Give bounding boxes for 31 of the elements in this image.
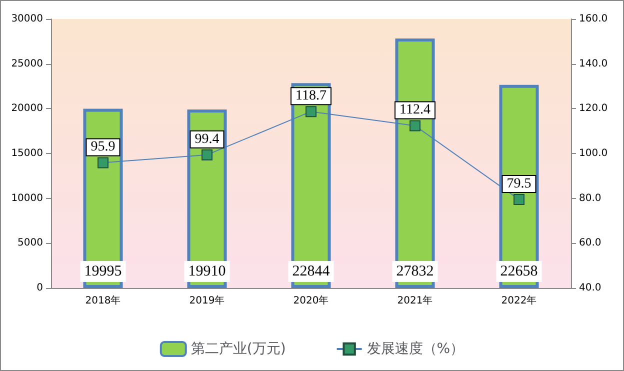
x-tick-label: 2020年 (293, 294, 329, 306)
y2-tick-label: 140.0 (579, 58, 608, 70)
x-tick-label: 2022年 (501, 294, 537, 306)
x-tick-label: 2021年 (397, 294, 433, 306)
y-tick-label: 25000 (11, 58, 43, 70)
x-tick-label: 2018年 (85, 294, 121, 306)
y-tick-label: 20000 (11, 103, 43, 114)
y2-tick-label: 40.0 (579, 282, 602, 294)
data-label: 22658 (500, 264, 538, 280)
legend-label: 第二产业(万元) (190, 341, 286, 357)
x-tick-label: 2019年 (189, 294, 225, 306)
data-label: 112.4 (400, 102, 430, 118)
y-tick-label: 10000 (11, 192, 43, 204)
y2-tick-label: 60.0 (579, 238, 602, 249)
data-label: 79.5 (506, 176, 532, 192)
data-label: 99.4 (194, 132, 220, 147)
y2-tick-label: 120.0 (579, 103, 608, 114)
y-tick-label: 15000 (11, 148, 43, 159)
data-label: 118.7 (296, 88, 326, 104)
data-label: 19995 (84, 264, 122, 280)
data-label: 27832 (396, 264, 434, 280)
legend-label: 发展速度（%） (366, 341, 464, 357)
y2-tick-label: 160.0 (579, 14, 608, 24)
y2-tick-label: 100.0 (579, 148, 608, 159)
y-tick-label: 30000 (11, 14, 43, 24)
data-label: 22844 (292, 264, 330, 280)
y-tick-label: 5000 (18, 238, 43, 249)
data-label: 95.9 (90, 140, 116, 155)
y2-tick-label: 80.0 (579, 192, 602, 204)
y-tick-label: 0 (36, 282, 43, 294)
data-label: 19910 (188, 264, 226, 280)
